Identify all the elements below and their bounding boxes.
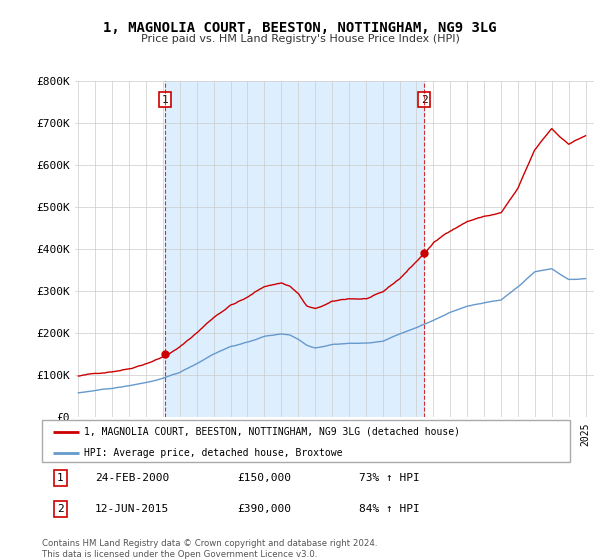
Text: 24-FEB-2000: 24-FEB-2000 — [95, 473, 169, 483]
Text: £390,000: £390,000 — [238, 504, 292, 514]
Text: 1, MAGNOLIA COURT, BEESTON, NOTTINGHAM, NG9 3LG: 1, MAGNOLIA COURT, BEESTON, NOTTINGHAM, … — [103, 21, 497, 35]
Text: 1, MAGNOLIA COURT, BEESTON, NOTTINGHAM, NG9 3LG (detached house): 1, MAGNOLIA COURT, BEESTON, NOTTINGHAM, … — [84, 427, 460, 437]
Text: 12-JUN-2015: 12-JUN-2015 — [95, 504, 169, 514]
Text: Contains HM Land Registry data © Crown copyright and database right 2024.
This d: Contains HM Land Registry data © Crown c… — [42, 539, 377, 559]
Text: HPI: Average price, detached house, Broxtowe: HPI: Average price, detached house, Brox… — [84, 448, 343, 458]
Text: 2: 2 — [421, 95, 427, 105]
Text: 84% ↑ HPI: 84% ↑ HPI — [359, 504, 419, 514]
FancyBboxPatch shape — [42, 420, 570, 462]
Text: 1: 1 — [57, 473, 64, 483]
Text: 73% ↑ HPI: 73% ↑ HPI — [359, 473, 419, 483]
Text: 1: 1 — [161, 95, 169, 105]
Bar — [165, 81, 424, 417]
Text: 2: 2 — [57, 504, 64, 514]
Text: Price paid vs. HM Land Registry's House Price Index (HPI): Price paid vs. HM Land Registry's House … — [140, 34, 460, 44]
Text: £150,000: £150,000 — [238, 473, 292, 483]
